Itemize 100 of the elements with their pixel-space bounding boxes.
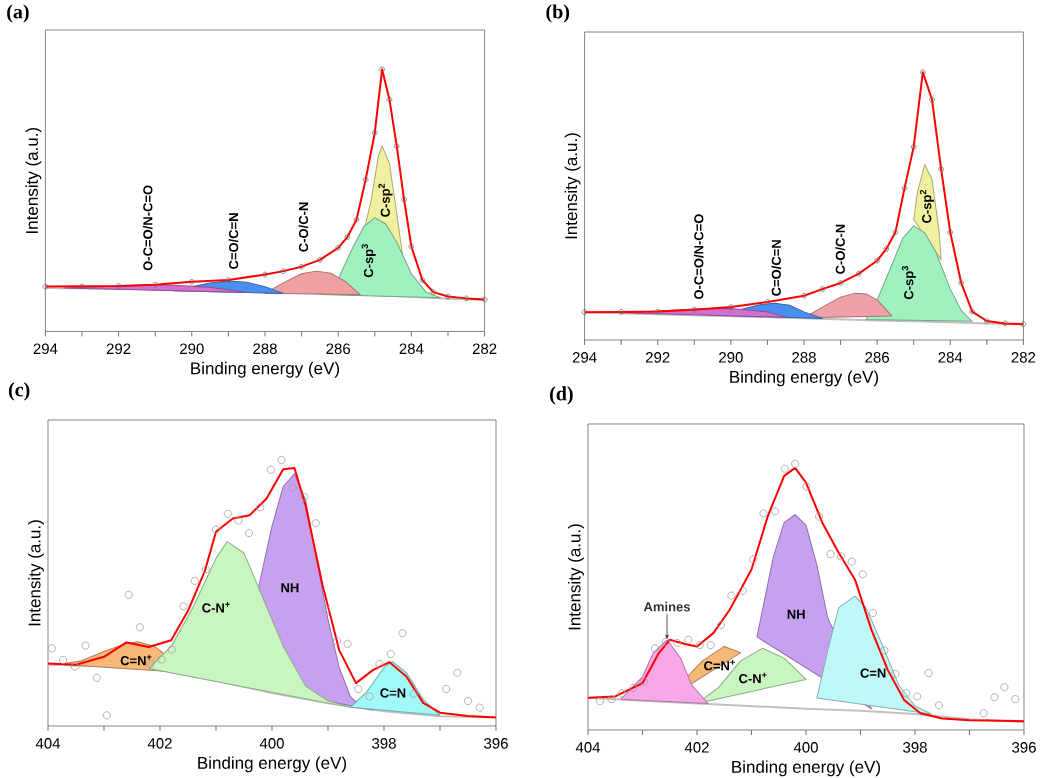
point xyxy=(826,550,835,559)
point xyxy=(780,464,789,473)
point xyxy=(445,293,451,300)
point xyxy=(938,166,944,172)
point xyxy=(419,277,426,283)
point xyxy=(481,296,488,303)
point xyxy=(189,279,195,285)
point xyxy=(102,711,111,720)
x-axis-title: Binding energy (eV) xyxy=(191,361,340,378)
point xyxy=(234,516,243,525)
chart-title: (b) xyxy=(546,4,570,23)
y-axis-title: Intensity (a.u.) xyxy=(28,520,44,626)
point xyxy=(201,565,210,574)
point xyxy=(654,308,661,315)
point xyxy=(354,685,363,694)
point xyxy=(386,96,393,103)
point xyxy=(858,570,867,579)
point xyxy=(401,196,407,203)
point xyxy=(749,555,758,564)
point xyxy=(266,465,275,474)
point xyxy=(245,529,254,538)
point xyxy=(42,283,49,290)
point xyxy=(190,576,199,585)
point xyxy=(300,492,309,501)
point xyxy=(463,295,470,302)
point xyxy=(1020,321,1027,327)
point xyxy=(81,641,90,650)
point xyxy=(262,271,268,278)
point xyxy=(453,668,462,677)
point xyxy=(115,283,122,289)
point xyxy=(661,637,670,646)
point xyxy=(691,306,698,313)
point xyxy=(362,176,369,183)
point xyxy=(581,309,588,315)
point xyxy=(869,608,878,617)
point xyxy=(727,591,736,600)
point xyxy=(651,644,660,653)
point xyxy=(684,635,693,644)
point xyxy=(913,692,922,701)
point xyxy=(929,96,935,103)
point xyxy=(179,602,188,611)
point xyxy=(920,69,926,75)
point xyxy=(372,129,378,136)
point xyxy=(335,244,341,251)
point xyxy=(344,234,351,240)
point xyxy=(856,270,862,277)
point xyxy=(617,689,626,698)
point xyxy=(211,525,220,534)
point xyxy=(984,318,990,324)
point xyxy=(277,455,286,464)
point xyxy=(393,143,400,149)
point xyxy=(365,692,374,701)
chart-title: (c) xyxy=(8,382,30,401)
point xyxy=(892,229,899,236)
point xyxy=(802,482,811,491)
point xyxy=(764,299,771,305)
point xyxy=(442,685,451,694)
point xyxy=(430,289,437,295)
point xyxy=(317,257,323,263)
point xyxy=(640,677,649,686)
point xyxy=(124,590,133,599)
point xyxy=(1011,695,1020,704)
point xyxy=(607,695,616,704)
point xyxy=(92,673,101,682)
point xyxy=(321,605,330,614)
point xyxy=(969,308,975,315)
point xyxy=(464,696,472,705)
point xyxy=(819,286,826,292)
y-axis-title: Intensity (a.u.) xyxy=(568,524,584,630)
point xyxy=(332,637,341,646)
point xyxy=(280,268,287,274)
point xyxy=(837,280,844,286)
point xyxy=(815,512,824,521)
point xyxy=(408,243,415,250)
point xyxy=(738,586,747,595)
point xyxy=(716,621,725,630)
x-axis-title: Binding energy (eV) xyxy=(732,760,881,777)
y-axis-title: Intensity (a.u.) xyxy=(25,127,42,233)
point xyxy=(152,281,158,288)
point xyxy=(135,623,144,632)
point xyxy=(375,660,384,668)
point xyxy=(880,646,889,655)
point xyxy=(1000,683,1009,692)
point xyxy=(167,645,176,654)
point xyxy=(770,507,779,516)
point xyxy=(891,669,900,678)
chart-title: (d) xyxy=(550,386,573,405)
point xyxy=(629,683,638,692)
point xyxy=(934,701,943,710)
point xyxy=(791,459,800,468)
point xyxy=(673,638,682,647)
point xyxy=(874,257,880,264)
point xyxy=(47,644,56,653)
point xyxy=(759,509,768,518)
point xyxy=(288,483,297,492)
point xyxy=(695,641,704,650)
y-axis-title: Intensity (a.u.) xyxy=(564,133,581,239)
point xyxy=(801,293,807,299)
point xyxy=(990,693,999,702)
point xyxy=(59,656,68,665)
